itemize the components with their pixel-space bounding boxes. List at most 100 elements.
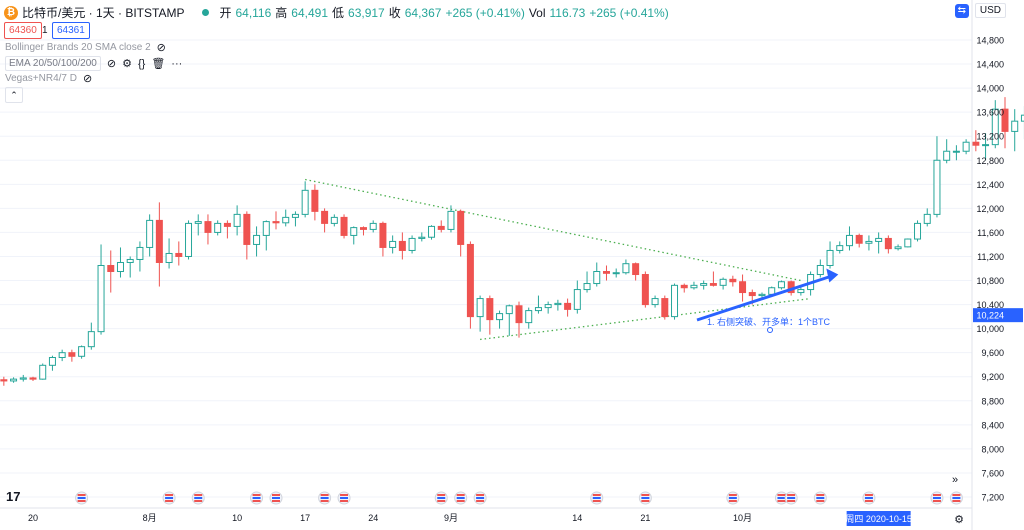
candle-body: [476, 298, 484, 318]
candle-body: [1001, 108, 1009, 132]
candle-body: [933, 159, 941, 215]
open-label: 开: [219, 6, 232, 20]
candle-body: [632, 263, 640, 276]
us-event-icon: [862, 491, 876, 505]
us-event-icon: [784, 491, 798, 505]
candle-body: [486, 298, 494, 321]
us-event-icon: [269, 491, 283, 505]
price-tick-label: 8,000: [981, 444, 1004, 454]
buy-price-button[interactable]: 64361: [52, 22, 90, 39]
candle-body: [904, 238, 912, 248]
candle-body: [641, 274, 649, 306]
axis-settings-icon[interactable]: ⚙: [954, 514, 964, 526]
breakout-arrow-shaft: [696, 275, 831, 322]
candle-body: [797, 289, 805, 294]
eye-off-icon[interactable]: ⊘: [156, 42, 166, 54]
flag-stripe: [592, 500, 601, 502]
candle-body: [10, 378, 18, 382]
indicator-ema[interactable]: EMA 20/50/100/200 ⊘ ⚙ {} 🗑 ···: [5, 56, 182, 71]
candle: [253, 226, 261, 257]
us-event-icon: [813, 491, 827, 505]
current-price-label: 10,224: [976, 311, 1004, 321]
price-tick-label: 10,800: [976, 276, 1004, 286]
candle: [923, 208, 931, 227]
candle: [68, 349, 76, 362]
price-tick-label: 14,000: [976, 84, 1004, 94]
eye-off-icon[interactable]: ⊘: [83, 73, 93, 85]
candle: [116, 247, 124, 278]
price-tick-label: 9,600: [981, 348, 1004, 358]
candle-body: [19, 377, 27, 380]
candle: [379, 221, 387, 257]
candle-body: [48, 356, 56, 366]
flag-stripe: [816, 497, 825, 499]
candle-body: [612, 272, 620, 275]
candle-body: [884, 237, 892, 250]
us-event-icon: [434, 491, 448, 505]
candle-body: [991, 108, 999, 146]
more-icon[interactable]: ···: [171, 57, 183, 70]
sell-price-button[interactable]: 64360: [4, 22, 42, 39]
source-code-icon[interactable]: {}: [137, 57, 146, 70]
indicator-bollinger[interactable]: Bollinger Brands 20 SMA close 2 ⊘: [5, 41, 166, 54]
candle: [593, 262, 601, 287]
candle-body: [671, 284, 679, 318]
candle: [952, 145, 960, 161]
us-event-icon: [75, 491, 89, 505]
upper-trendline: [305, 178, 802, 282]
price-tick-label: 13,200: [976, 132, 1004, 142]
vol-label: Vol: [528, 5, 546, 20]
price-tick-label: 12,400: [976, 180, 1004, 190]
symbol-title[interactable]: 比特币/美元 · 1天 · BITSTAMP: [22, 6, 185, 20]
candle: [534, 295, 542, 314]
flag-stripe: [320, 494, 329, 496]
time-tick-label: 20: [28, 513, 38, 523]
candle-body: [680, 284, 688, 289]
time-axis: 208月1017249月142110月11月916周四 2020-10-15: [0, 507, 972, 526]
candle: [87, 322, 95, 350]
candle-body: [748, 292, 756, 297]
candle: [330, 214, 338, 227]
candle: [19, 374, 27, 382]
eye-off-icon[interactable]: ⊘: [106, 58, 117, 70]
indicator-vegas[interactable]: Vegas+NR4/7 D ⊘: [5, 72, 92, 85]
current-price-badge: [973, 308, 1023, 323]
flag-stripe: [476, 500, 485, 502]
annotation-anchor: [767, 327, 773, 333]
collapse-indicators-button[interactable]: ⌃: [5, 87, 23, 103]
candle: [0, 376, 8, 386]
candle-body: [311, 189, 319, 212]
flag-stripe: [952, 497, 961, 499]
us-event-icon: [250, 491, 264, 505]
candle: [185, 220, 193, 260]
candle: [719, 277, 727, 290]
currency-select[interactable]: USD: [974, 3, 1006, 18]
flag-stripe: [932, 497, 941, 499]
candle: [204, 214, 212, 245]
candle: [904, 238, 912, 248]
delete-icon[interactable]: 🗑: [151, 58, 166, 70]
flag-stripe: [456, 494, 465, 496]
candle-body: [962, 141, 970, 152]
candle: [97, 244, 105, 335]
candle-body: [865, 240, 873, 244]
flag-stripe: [272, 497, 280, 499]
flag-stripe: [77, 500, 86, 502]
candle-body: [291, 213, 299, 218]
candle-body: [602, 271, 610, 274]
candle: [914, 220, 922, 242]
scroll-right-icon[interactable]: »: [952, 474, 959, 486]
candle: [962, 139, 970, 155]
candle: [175, 241, 183, 266]
flag-stripe: [77, 497, 86, 499]
currency-convert-icon[interactable]: ⇆: [954, 3, 969, 18]
candle: [350, 226, 358, 245]
candle: [136, 241, 144, 272]
candle-body: [515, 305, 523, 324]
candle: [359, 226, 367, 236]
candle-body: [739, 281, 747, 294]
settings-icon[interactable]: ⚙: [122, 58, 132, 70]
candle: [865, 235, 873, 251]
flag-stripe: [641, 497, 650, 499]
